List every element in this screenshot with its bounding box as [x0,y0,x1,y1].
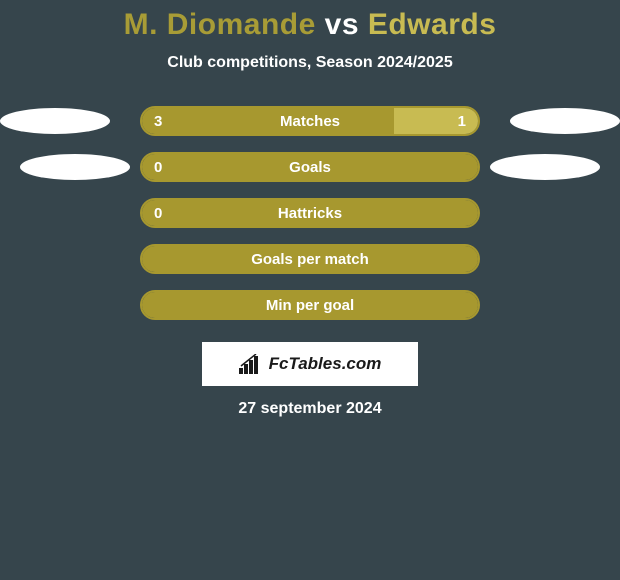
comparison-row: 31Matches [0,98,620,144]
chart-bars-icon [239,354,265,374]
comparison-row: Min per goal [0,282,620,328]
stat-label: Goals per match [142,246,478,272]
stat-bar: 31Matches [140,106,480,136]
stat-bar: Min per goal [140,290,480,320]
player-badge-left [0,108,110,134]
page-title: M. Diomande vs Edwards [0,8,620,42]
stat-label: Min per goal [142,292,478,318]
stat-label: Hattricks [142,200,478,226]
stat-bar: Goals per match [140,244,480,274]
comparison-row: 0Hattricks [0,190,620,236]
title-vs: vs [316,8,368,41]
player-badge-right [510,108,620,134]
logo-text: FcTables.com [269,354,382,374]
player-badge-right [490,154,600,180]
logo-box: FcTables.com [202,342,418,386]
subtitle: Club competitions, Season 2024/2025 [0,54,620,72]
stat-bar: 0Goals [140,152,480,182]
title-player1: M. Diomande [124,8,316,41]
comparison-row: Goals per match [0,236,620,282]
stat-bar: 0Hattricks [140,198,480,228]
comparison-row: 0Goals [0,144,620,190]
stat-label: Matches [142,108,478,134]
comparison-rows: 31Matches 0Goals 0Hattricks Goals per match… [0,98,620,328]
player-badge-left [20,154,130,180]
title-player2: Edwards [368,8,497,41]
date-label: 27 september 2024 [0,400,620,418]
comparison-infographic: M. Diomande vs Edwards Club competitions… [0,0,620,418]
stat-label: Goals [142,154,478,180]
